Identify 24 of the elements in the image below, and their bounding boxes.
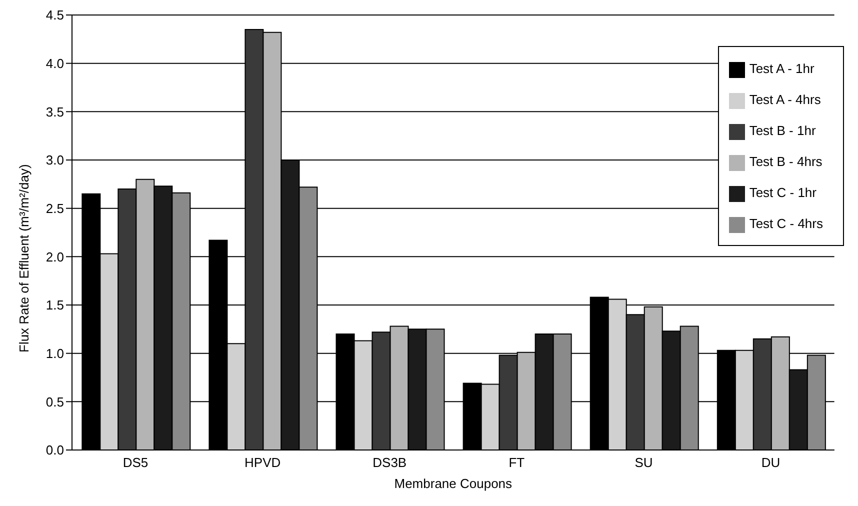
legend-label: Test C - 4hrs <box>749 216 823 231</box>
y-tick-label: 2.5 <box>46 200 64 216</box>
y-tick-label: 0.5 <box>46 394 64 410</box>
y-tick-label: 1.0 <box>46 346 64 361</box>
legend-label: Test A - 1hr <box>749 61 814 76</box>
legend-label: Test B - 1hr <box>749 123 816 138</box>
legend-label: Test C - 1hr <box>749 185 816 200</box>
x-tick-label: HPVD <box>244 455 281 470</box>
x-tick-label: DS3B <box>372 455 407 470</box>
x-tick-label: FT <box>508 455 525 470</box>
x-axis-title: Membrane Coupons <box>394 476 513 491</box>
y-tick-label: 2.0 <box>46 249 64 264</box>
x-tick-label: DS5 <box>122 455 148 470</box>
y-tick-label: 1.5 <box>46 298 64 313</box>
legend-label: Test B - 4hrs <box>749 154 822 169</box>
y-axis-title: Flux Rate of Effluent (m³/m²/day) <box>16 164 32 352</box>
y-tick-label: 4.0 <box>46 56 64 71</box>
y-tick-label: 3.5 <box>46 104 64 120</box>
x-tick-label: SU <box>634 455 653 470</box>
legend-label: Test A - 4hrs <box>749 92 821 107</box>
x-tick-label: DU <box>761 455 780 470</box>
y-tick-label: 0.0 <box>46 442 64 458</box>
y-tick-label: 4.5 <box>46 8 64 23</box>
y-tick-label: 3.0 <box>46 152 64 168</box>
